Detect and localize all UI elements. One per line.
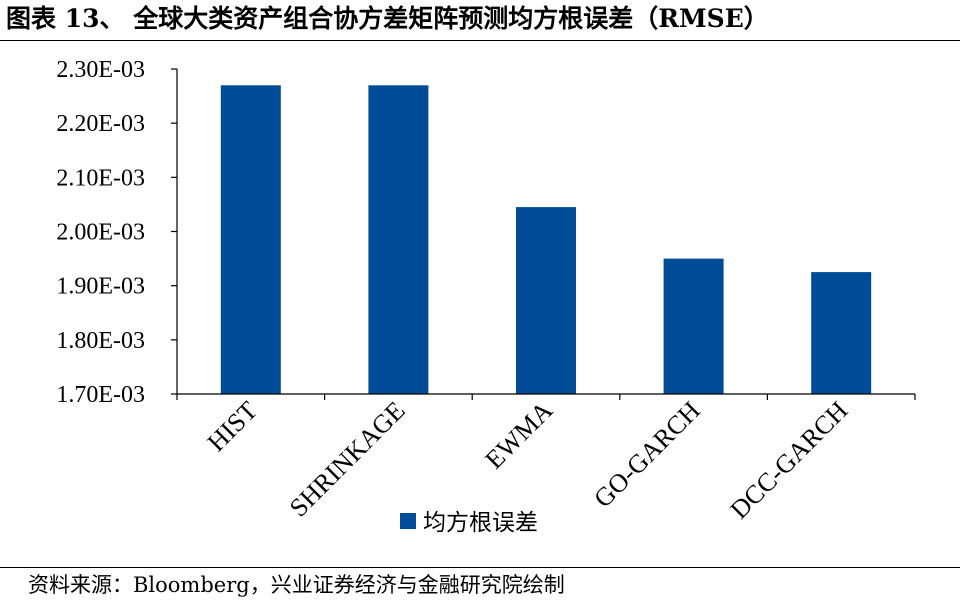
x-category-label: EWMA [480, 396, 559, 475]
bar-hist [220, 85, 281, 395]
legend-label: 均方根误差 [423, 510, 538, 536]
y-tick-label: 2.30E-03 [56, 57, 145, 83]
bar-shrinkage [368, 85, 429, 395]
bar-ewma [516, 207, 576, 394]
title-rule [0, 40, 960, 41]
y-tick-label: 1.90E-03 [56, 274, 145, 300]
legend: 均方根误差 [400, 510, 538, 536]
x-category-label: HIST [202, 396, 263, 457]
bar-go-garch [663, 258, 724, 394]
y-tick-label: 1.80E-03 [56, 328, 145, 354]
y-tick-label: 2.10E-03 [56, 165, 145, 191]
legend-swatch [400, 513, 416, 529]
figure-title: 图表 13、 全球大类资产组合协方差矩阵预测均方根误差（RMSE） [6, 4, 769, 33]
x-category-label: SHRINKAGE [284, 396, 411, 523]
x-category-label: DCC-GARCH [725, 396, 854, 525]
source-note: 资料来源：Bloomberg，兴业证券经济与金融研究院绘制 [28, 573, 565, 597]
bars [220, 85, 872, 395]
x-category-label: GO-GARCH [588, 396, 706, 514]
bar-dcc-garch [811, 272, 872, 394]
y-tick-label: 2.20E-03 [56, 111, 145, 137]
source-rule [0, 567, 960, 568]
y-tick-label: 1.70E-03 [56, 382, 145, 408]
x-axis: HIST SHRINKAGE EWMA GO-GARCH DCC-GARCH [176, 393, 916, 525]
y-axis: 1.70E-03 1.80E-03 1.90E-03 2.00E-03 2.10E-03… [56, 57, 178, 408]
y-tick-label: 2.00E-03 [56, 220, 145, 246]
